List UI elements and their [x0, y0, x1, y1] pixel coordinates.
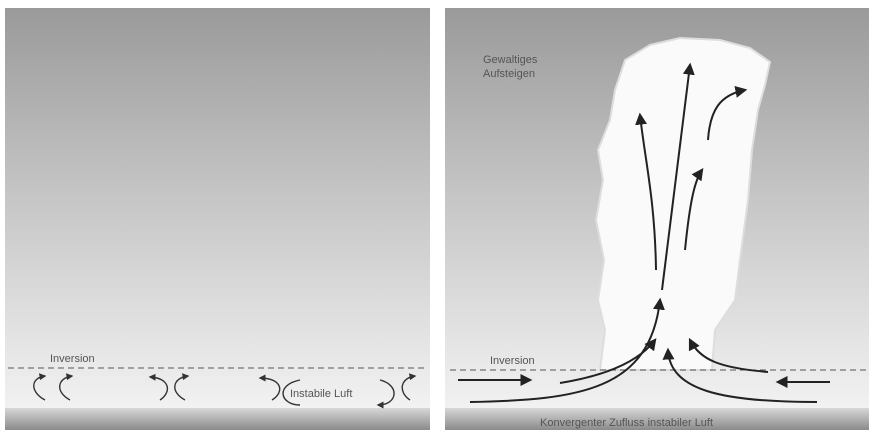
diagram: Inversion Instabile Luft Inversion Gewal…	[0, 0, 869, 430]
inflow-label: Konvergenter Zufluss instabiler Luft	[540, 417, 713, 429]
sky	[5, 8, 430, 410]
left-panel: Inversion Instabile Luft	[5, 8, 430, 430]
right-panel: Inversion Gewaltiges Aufsteigen Konverge…	[445, 8, 869, 430]
inversion-label: Inversion	[50, 353, 95, 365]
ground	[5, 408, 430, 430]
cloud-label: Gewaltiges	[483, 54, 538, 66]
cloud-label: Aufsteigen	[483, 68, 535, 80]
divider	[430, 0, 445, 430]
air-label: Instabile Luft	[290, 388, 352, 400]
page: Inversion Instabile Luft Inversion Gewal…	[0, 0, 869, 430]
inversion-label: Inversion	[490, 355, 535, 367]
